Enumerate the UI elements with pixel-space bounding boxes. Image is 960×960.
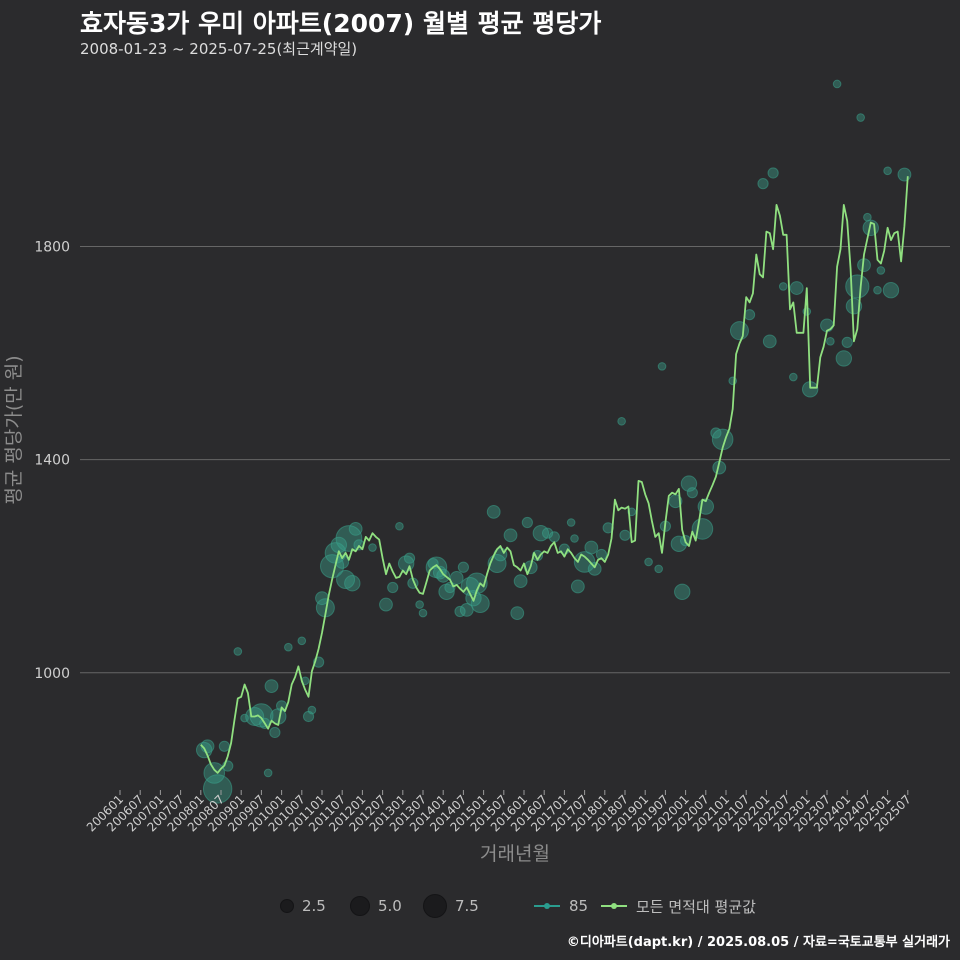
bubble-point <box>403 552 416 564</box>
bubble-point <box>436 568 451 583</box>
size-circle-icon <box>350 896 370 916</box>
bubble-point <box>566 518 576 527</box>
bubble-point <box>595 548 608 561</box>
bubble-point <box>570 579 585 594</box>
bubble-point <box>778 282 788 291</box>
bubble-point <box>486 504 501 519</box>
bubble-point <box>729 321 749 341</box>
legend-size-label: 2.5 <box>302 897 326 915</box>
line-dot-green-icon <box>601 903 627 909</box>
footer-credit: ©디아파트(dapt.kr) / 2025.08.05 / 자료=국토교통부 실… <box>566 935 950 950</box>
axis-layer: 1000140018002006012006072007012007072008… <box>34 239 914 834</box>
bubble-point <box>789 372 798 382</box>
line-layer <box>200 176 909 774</box>
bubble-point <box>297 636 307 646</box>
bubble-point <box>335 525 363 552</box>
size-circle-icon <box>280 899 294 913</box>
bubble-point <box>882 281 900 299</box>
bubble-point <box>454 605 466 618</box>
bubble-point <box>876 266 886 275</box>
legend-size-item: 5.0 <box>350 890 402 922</box>
series-line-all <box>200 176 909 774</box>
bubble-point <box>873 285 882 295</box>
bubble-point <box>674 583 691 600</box>
legend: 2.5 5.0 7.5 85 모든 면적대 평균값 <box>0 890 960 922</box>
bubble-point <box>202 774 233 804</box>
bubble-point <box>691 518 714 540</box>
bubble-point <box>832 79 842 89</box>
legend-size-item: 2.5 <box>280 890 326 922</box>
bubble-layer <box>195 79 912 804</box>
bubble-point <box>395 521 404 531</box>
bubble-point <box>657 362 667 371</box>
legend-size-label: 5.0 <box>378 897 402 915</box>
bubble-point <box>767 167 779 179</box>
bubble-point <box>269 726 281 739</box>
y-tick-label: 1400 <box>34 453 70 469</box>
bubble-point <box>459 602 474 617</box>
bubble-point <box>883 166 892 176</box>
bubble-point <box>743 309 756 321</box>
bubble-point <box>379 597 393 612</box>
bubble-point <box>503 528 518 543</box>
bubble-point <box>466 572 488 595</box>
bubble-point <box>570 534 579 543</box>
legend-series-all: 모든 면적대 평균값 <box>600 890 756 922</box>
bubble-point <box>826 337 835 346</box>
bubble-point <box>548 531 560 543</box>
bubble-point <box>845 274 870 299</box>
legend-series-label: 85 <box>569 897 589 915</box>
bubble-point <box>233 647 243 656</box>
bubble-point <box>415 600 424 609</box>
bubble-point <box>587 561 602 576</box>
x-axis-title: 거래년월 <box>480 843 550 865</box>
bubble-point <box>762 334 777 349</box>
bubble-point <box>263 768 273 778</box>
bubble-point <box>686 487 698 499</box>
bubble-point <box>470 594 490 614</box>
bubble-point <box>513 574 528 589</box>
size-circle-icon <box>423 894 447 918</box>
bubble-point <box>387 581 399 594</box>
bubble-point <box>789 281 804 295</box>
bubble-point <box>264 679 279 693</box>
bubble-point <box>457 561 469 573</box>
bubble-point <box>897 167 912 182</box>
y-tick-label: 1800 <box>34 239 70 255</box>
bubble-point <box>835 350 853 367</box>
bubble-point <box>845 297 863 315</box>
legend-series-85: 85 <box>533 890 588 922</box>
chart-subtitle: 2008-01-23 ~ 2025-07-25(최근계약일) <box>80 40 358 58</box>
bubble-point <box>344 575 361 592</box>
bubble-point <box>541 527 554 539</box>
bubble-point <box>307 705 317 715</box>
bubble-point <box>584 540 599 555</box>
bubble-point <box>856 113 865 122</box>
bubble-point <box>757 178 769 190</box>
legend-size-item: 7.5 <box>423 890 479 922</box>
bubble-point <box>841 336 853 349</box>
bubble-point <box>218 740 230 752</box>
bubble-point <box>617 416 626 426</box>
y-axis-title: 평균 평당가(만 원) <box>3 355 25 504</box>
bubble-point <box>368 543 377 552</box>
bubble-point <box>418 608 428 618</box>
bubble-point <box>644 557 653 567</box>
legend-size-label: 7.5 <box>455 897 479 915</box>
legend-series-label: 모든 면적대 평균값 <box>636 897 756 916</box>
chart-title: 효자동3가 우미 아파트(2007) 월별 평균 평당가 <box>80 9 602 38</box>
line-dot-teal-icon <box>534 903 560 909</box>
bubble-point <box>619 529 631 541</box>
grid-layer <box>80 245 950 674</box>
bubble-point <box>284 642 293 652</box>
bubble-point <box>521 516 533 529</box>
bubble-point <box>510 606 525 620</box>
y-tick-label: 1000 <box>34 666 70 682</box>
bubble-point <box>348 522 363 536</box>
bubble-point <box>654 564 663 574</box>
